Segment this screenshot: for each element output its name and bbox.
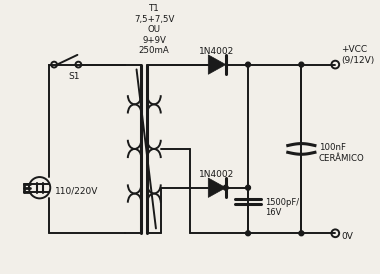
Text: T1
7,5+7,5V
OU
9+9V
250mA: T1 7,5+7,5V OU 9+9V 250mA [134,4,174,55]
Circle shape [245,185,250,190]
Text: 110/220V: 110/220V [55,186,98,195]
Text: 100nF
CERÂMICO: 100nF CERÂMICO [319,143,364,162]
Circle shape [245,62,250,67]
Text: 1N4002: 1N4002 [200,170,234,179]
Text: 1N4002: 1N4002 [200,47,234,56]
Text: S1: S1 [68,72,80,81]
Text: +VCC
(9/12V): +VCC (9/12V) [341,45,374,65]
Circle shape [299,231,304,236]
Circle shape [299,62,304,67]
Polygon shape [208,55,226,74]
Text: 1500pF/
16V: 1500pF/ 16V [266,198,299,217]
Circle shape [223,185,228,190]
Polygon shape [208,178,226,197]
Text: 0V: 0V [341,232,353,241]
Circle shape [245,231,250,236]
